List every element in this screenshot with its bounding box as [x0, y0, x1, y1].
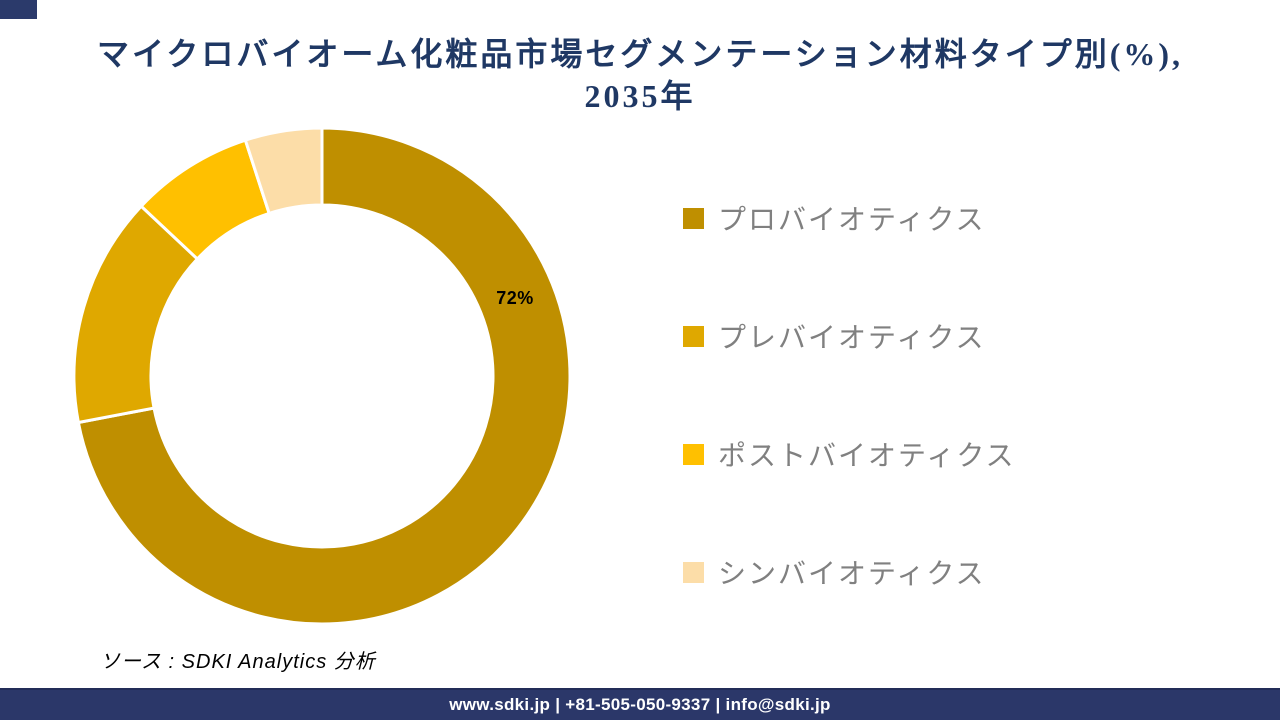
legend-item-prebiotics: プレバイオティクス	[683, 314, 1015, 358]
legend-label: ポストバイオティクス	[718, 440, 1016, 471]
legend-item-probiotics: プロバイオティクス	[683, 196, 1015, 240]
donut-chart	[57, 111, 587, 641]
legend-swatch	[683, 325, 704, 347]
footer-bar: www.sdki.jp | +81-505-050-9337 | info@sd…	[0, 688, 1280, 720]
footer-contact-text: www.sdki.jp | +81-505-050-9337 | info@sd…	[449, 695, 831, 714]
source-note: ソース : SDKI Analytics 分析	[100, 651, 376, 673]
legend: プロバイオティクス プレバイオティクス ポストバイオティクス シンバイオティクス	[683, 196, 1015, 668]
corner-accent-block	[0, 0, 37, 19]
legend-label: プレバイオティクス	[718, 322, 986, 353]
legend-label: プロバイオティクス	[718, 204, 986, 235]
legend-swatch	[683, 207, 704, 229]
donut-segment-probiotics	[76, 126, 572, 626]
donut-segment-synbiotics	[243, 126, 324, 216]
chart-title: マイクロバイオーム化粧品市場セグメンテーション材料タイプ別(%), 2035年	[0, 33, 1280, 117]
legend-label: シンバイオティクス	[718, 558, 986, 589]
legend-item-postbiotics: ポストバイオティクス	[683, 432, 1015, 476]
legend-swatch	[683, 443, 704, 465]
chart-title-line1: マイクロバイオーム化粧品市場セグメンテーション材料タイプ別(%),	[96, 36, 1184, 72]
chart-title-line2: 2035年	[584, 78, 696, 114]
donut-data-label: 72%	[496, 288, 534, 308]
legend-item-synbiotics: シンバイオティクス	[683, 550, 1015, 594]
donut-chart-svg	[72, 126, 572, 626]
legend-swatch	[683, 561, 704, 583]
